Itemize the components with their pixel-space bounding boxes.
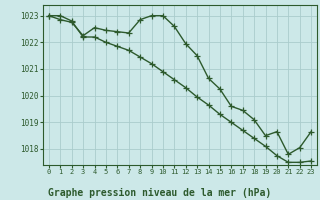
Text: Graphe pression niveau de la mer (hPa): Graphe pression niveau de la mer (hPa) [48,188,272,198]
